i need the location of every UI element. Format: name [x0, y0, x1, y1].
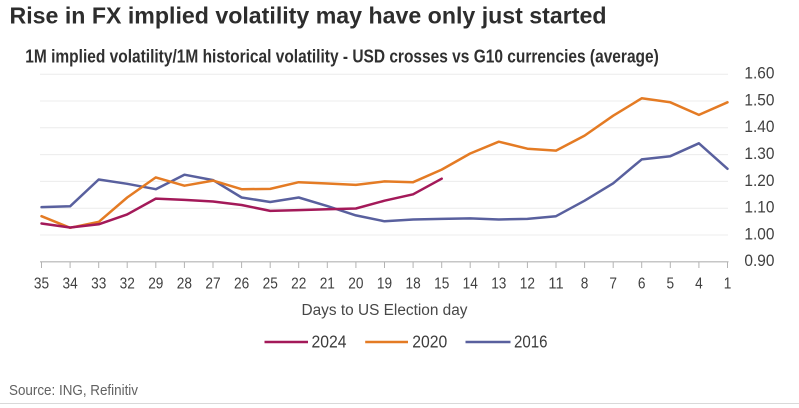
- svg-text:12: 12: [520, 275, 535, 292]
- svg-text:20: 20: [348, 275, 363, 292]
- svg-text:22: 22: [291, 275, 306, 292]
- svg-text:34: 34: [63, 275, 78, 292]
- svg-text:2016: 2016: [514, 332, 548, 352]
- svg-text:2020: 2020: [412, 332, 447, 352]
- svg-text:5: 5: [667, 275, 675, 292]
- svg-text:18: 18: [406, 275, 421, 292]
- svg-text:4: 4: [695, 275, 703, 292]
- svg-text:7: 7: [609, 275, 617, 292]
- svg-text:33: 33: [91, 275, 106, 292]
- svg-text:11: 11: [548, 275, 563, 292]
- svg-text:1.30: 1.30: [744, 144, 774, 163]
- svg-text:2024: 2024: [312, 332, 347, 352]
- svg-text:15: 15: [434, 275, 449, 292]
- svg-text:6: 6: [638, 275, 646, 292]
- svg-text:1: 1: [724, 275, 732, 292]
- svg-text:Source: ING, Refinitiv: Source: ING, Refinitiv: [9, 383, 139, 399]
- svg-text:26: 26: [234, 275, 249, 292]
- svg-text:1M implied volatility/1M histo: 1M implied volatility/1M historical vola…: [25, 46, 659, 66]
- svg-text:21: 21: [320, 275, 335, 292]
- svg-text:27: 27: [205, 275, 220, 292]
- svg-text:0.90: 0.90: [744, 251, 774, 270]
- svg-text:Rise in FX implied volatility: Rise in FX implied volatility may have o…: [10, 3, 607, 29]
- svg-text:32: 32: [120, 275, 135, 292]
- svg-text:1.00: 1.00: [744, 224, 774, 243]
- svg-text:25: 25: [263, 275, 278, 292]
- svg-text:29: 29: [148, 275, 163, 292]
- svg-text:8: 8: [581, 275, 589, 292]
- svg-text:1.60: 1.60: [744, 64, 774, 83]
- svg-text:14: 14: [463, 275, 478, 292]
- svg-text:1.50: 1.50: [744, 90, 774, 109]
- svg-text:Days to US Election day: Days to US Election day: [302, 302, 468, 319]
- svg-text:1.40: 1.40: [744, 117, 774, 136]
- svg-text:1.10: 1.10: [744, 198, 774, 217]
- svg-text:35: 35: [34, 275, 49, 292]
- svg-text:28: 28: [177, 275, 192, 292]
- svg-text:13: 13: [491, 275, 506, 292]
- svg-text:1.20: 1.20: [744, 171, 774, 190]
- svg-text:19: 19: [377, 275, 392, 292]
